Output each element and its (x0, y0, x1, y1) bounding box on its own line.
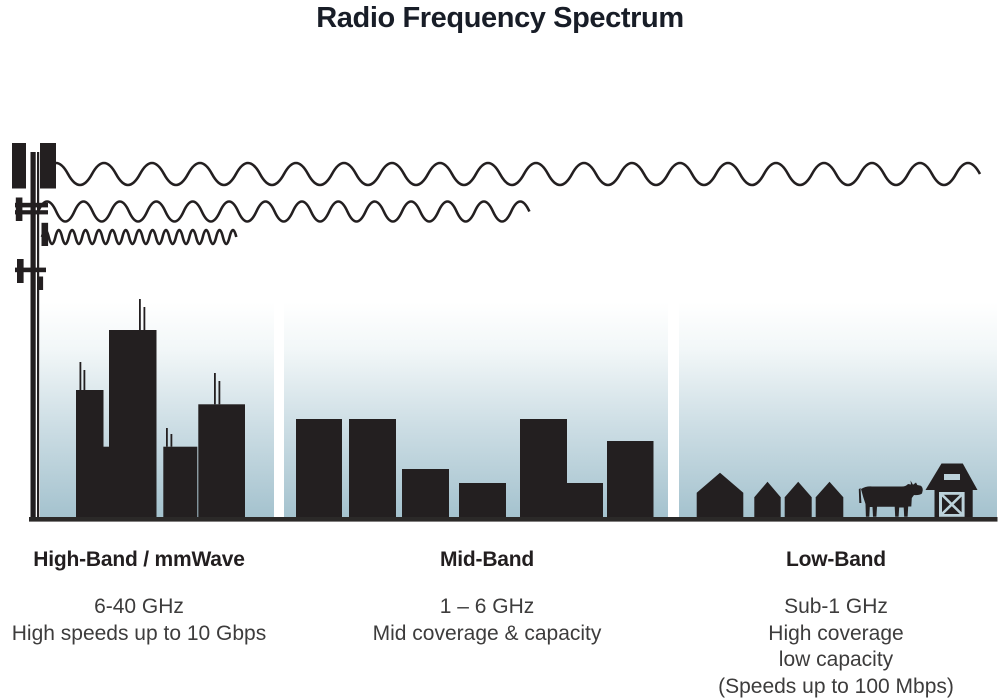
low-band-wave (42, 161, 982, 187)
mid-band-coverage: Mid coverage & capacity (372, 621, 602, 645)
rooftop-antenna (214, 373, 216, 405)
low-band-capacity: low capacity (778, 648, 894, 671)
sky-gradient-mid-band (284, 302, 668, 518)
high-band-wave (40, 228, 238, 246)
rooftop-antenna (79, 362, 82, 390)
high-band-heading: High-Band / mmWave (33, 548, 245, 571)
skyscraper (163, 446, 198, 519)
midrise-building (402, 469, 449, 519)
barn-icon (925, 463, 978, 518)
rooftop-antenna (139, 299, 141, 330)
skyscraper (76, 390, 104, 519)
mid-band-wave (36, 200, 531, 223)
house (815, 481, 844, 519)
low-band-frequency: Sub-1 GHz (784, 595, 888, 618)
midrise-building (607, 441, 654, 519)
low-band-speed: (Speeds up to 100 Mbps) (718, 674, 954, 698)
cow-icon (858, 480, 923, 517)
house (784, 481, 812, 519)
mid-band-description: 1 – 6 GHz Mid coverage & capacity (307, 594, 667, 647)
high-band-speed: High speeds up to 10 Gbps (11, 621, 267, 645)
skyscraper (103, 446, 110, 519)
house (696, 472, 744, 519)
low-band-description: Sub-1 GHz High coverage low capacity (Sp… (656, 594, 1000, 700)
houses-icon (696, 472, 844, 519)
skyscraper (109, 330, 157, 519)
high-band-description: 6-40 GHz High speeds up to 10 Gbps (0, 594, 319, 647)
midrise-building (296, 419, 342, 519)
midrise-building (520, 419, 567, 519)
cell-tower-icon (12, 143, 56, 517)
label-high-band: High-Band / mmWave 6-40 GHz High speeds … (0, 549, 319, 647)
label-mid-band: Mid-Band 1 – 6 GHz Mid coverage & capaci… (307, 549, 667, 647)
mid-band-frequency: 1 – 6 GHz (439, 595, 535, 618)
label-low-band: Low-Band Sub-1 GHz High coverage low cap… (656, 549, 1000, 700)
rooftop-antenna (218, 381, 221, 405)
skyscraper (198, 404, 245, 519)
mid-band-heading: Mid-Band (439, 548, 535, 571)
rooftop-antenna (166, 428, 168, 447)
midband-buildings-icon (296, 419, 654, 519)
midrise-building (459, 483, 506, 519)
page-title: Radio Frequency Spectrum (316, 2, 684, 34)
rooftop-antenna (143, 307, 146, 330)
ground-line (29, 517, 998, 522)
high-band-frequency: 6-40 GHz (94, 595, 184, 618)
house (754, 481, 781, 519)
rooftop-antenna (83, 370, 86, 390)
radio-waves (36, 161, 982, 246)
low-band-heading: Low-Band (786, 548, 886, 571)
midrise-building (567, 483, 603, 519)
low-band-coverage: High coverage (768, 621, 904, 645)
midrise-building (349, 419, 396, 519)
rooftop-antenna (170, 434, 173, 447)
city-skyline-icon (76, 299, 245, 519)
